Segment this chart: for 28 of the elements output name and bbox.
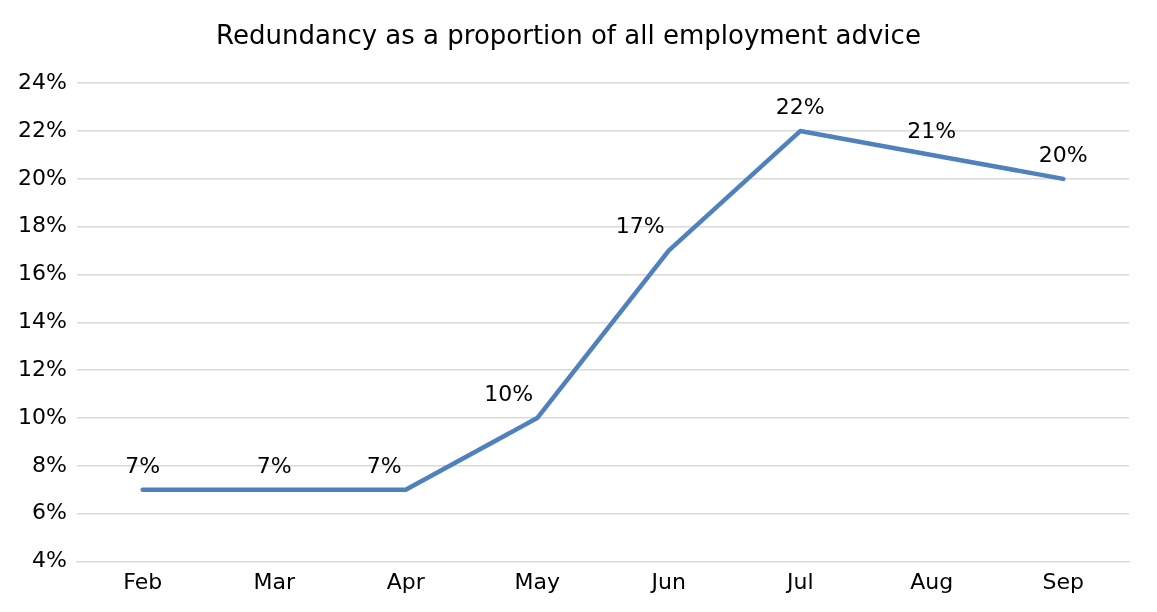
data-label: 17% bbox=[615, 213, 665, 239]
x-tick-label: Aug bbox=[910, 568, 954, 594]
y-tick-label: 14% bbox=[17, 308, 67, 334]
data-label: 7% bbox=[366, 452, 402, 478]
y-tick-label: 8% bbox=[31, 451, 67, 477]
y-tick-label: 6% bbox=[31, 499, 67, 525]
chart-title: Redundancy as a proportion of all employment advice bbox=[216, 20, 921, 51]
x-tick-label: Feb bbox=[123, 568, 163, 594]
data-label: 7% bbox=[125, 452, 161, 478]
y-tick-label: 12% bbox=[17, 355, 67, 381]
x-tick-label: Sep bbox=[1042, 568, 1084, 594]
x-tick-label: May bbox=[514, 568, 560, 594]
data-label: 10% bbox=[484, 380, 534, 406]
x-tick-label: Jun bbox=[649, 568, 686, 594]
y-tick-label: 16% bbox=[17, 260, 67, 286]
y-tick-label: 24% bbox=[17, 68, 67, 94]
x-tick-label: Mar bbox=[253, 568, 296, 594]
y-tick-label: 10% bbox=[17, 403, 67, 429]
data-label: 7% bbox=[256, 452, 292, 478]
y-tick-label: 4% bbox=[31, 547, 67, 573]
data-label: 20% bbox=[1038, 141, 1088, 167]
data-label: 22% bbox=[775, 93, 825, 119]
y-tick-label: 18% bbox=[17, 212, 67, 238]
x-tick-label: Jul bbox=[784, 568, 814, 594]
data-label: 21% bbox=[907, 117, 957, 143]
y-tick-label: 20% bbox=[17, 164, 67, 190]
x-tick-label: Apr bbox=[386, 568, 426, 594]
y-tick-label: 22% bbox=[17, 116, 67, 142]
